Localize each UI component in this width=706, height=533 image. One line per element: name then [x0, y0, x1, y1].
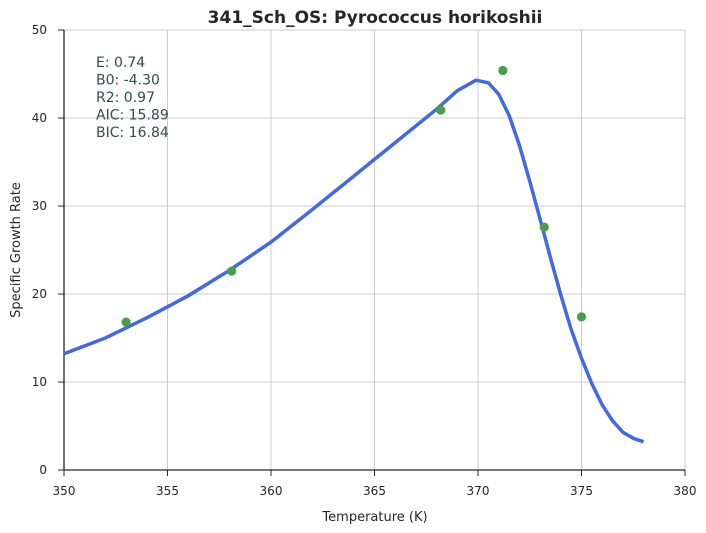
y-tick-label: 10: [32, 375, 47, 389]
x-tick-label: 370: [467, 484, 490, 498]
ticks: 350 355 360 365 370 375 380 0 10 20 30 40 50: [32, 23, 697, 498]
fit-statistic: BIC: 16.84: [96, 125, 169, 141]
y-tick-label: 50: [32, 23, 47, 37]
x-tick-label: 350: [53, 484, 76, 498]
data-points: [121, 65, 587, 327]
stat-value: 0.74: [110, 55, 146, 71]
fit-statistic: R2: 0.97: [96, 90, 155, 106]
x-tick-label: 355: [156, 484, 179, 498]
stat-value: 16.84: [124, 125, 169, 141]
stat-label: E:: [96, 55, 110, 71]
stat-value: -4.30: [119, 73, 160, 89]
data-point: [539, 222, 549, 232]
stat-label: BIC:: [96, 125, 124, 141]
fit-statistic: E: 0.74: [96, 55, 145, 71]
grid-lines: [64, 29, 686, 470]
data-point: [436, 105, 446, 115]
data-point: [498, 65, 508, 76]
fit-statistic: AIC: 15.89: [96, 108, 169, 124]
data-point: [576, 312, 587, 322]
x-tick-label: 380: [674, 484, 697, 498]
y-tick-label: 40: [32, 111, 47, 125]
data-point: [121, 317, 131, 327]
stat-label: AIC:: [96, 108, 124, 124]
y-tick-label: 30: [32, 199, 47, 213]
y-axis-label: Specific Growth Rate: [9, 182, 24, 318]
stat-value: 0.97: [119, 90, 155, 106]
x-tick-label: 365: [363, 484, 386, 498]
stat-label: B0:: [96, 73, 119, 89]
chart-title: 341_Sch_OS: Pyrococcus horikoshii: [208, 8, 543, 28]
stat-value: 15.89: [124, 108, 169, 124]
fit-statistic: B0: -4.30: [96, 73, 160, 89]
y-tick-label: 20: [32, 287, 47, 301]
stat-label: R2:: [96, 90, 119, 106]
data-point: [227, 266, 237, 276]
x-tick-label: 375: [570, 484, 593, 498]
x-tick-label: 360: [260, 484, 283, 498]
fitted-curve: [63, 78, 645, 444]
x-axis-label: Temperature (K): [321, 510, 427, 525]
y-tick-label: 0: [39, 463, 47, 477]
